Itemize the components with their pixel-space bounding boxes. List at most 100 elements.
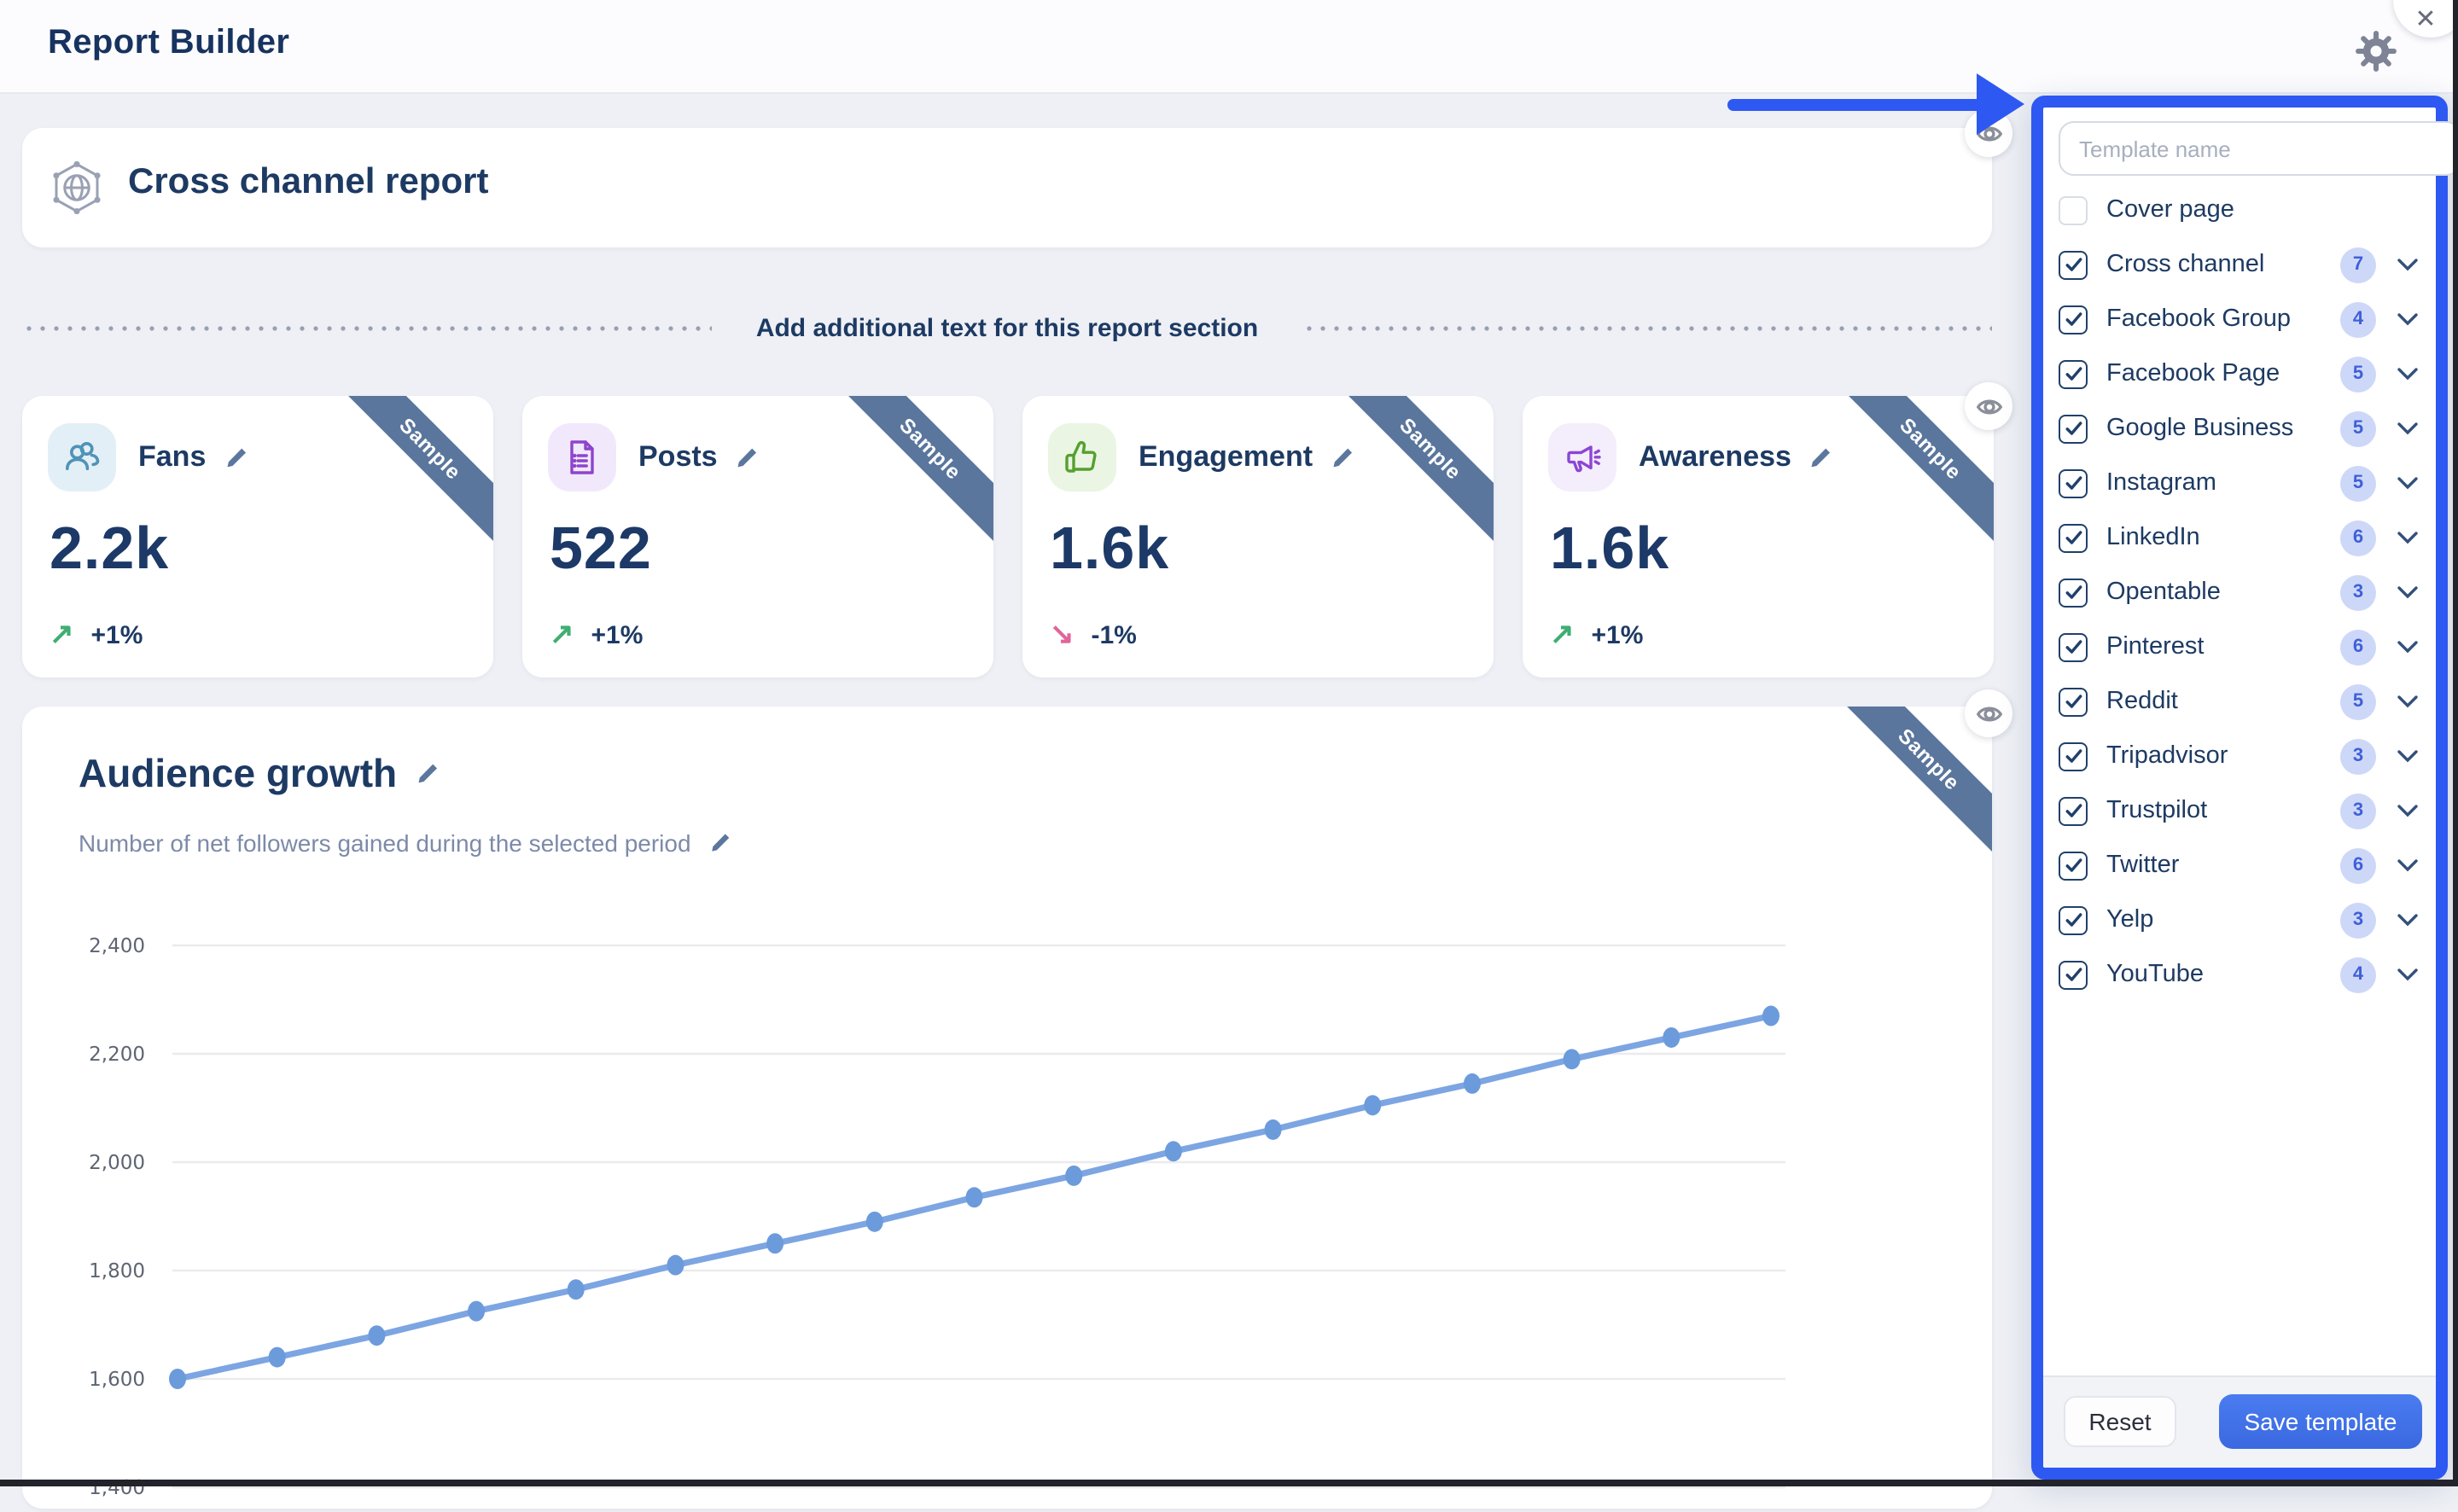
sample-ribbon: Sample — [1347, 396, 1494, 543]
chevron-down-icon[interactable] — [2397, 421, 2419, 436]
chart-subtitle: Number of net followers gained during th… — [79, 829, 691, 857]
chevron-down-icon[interactable] — [2397, 584, 2419, 600]
chevron-down-icon[interactable] — [2397, 257, 2419, 272]
channel-row-reddit[interactable]: Reddit 5 — [2059, 674, 2426, 729]
add-text-button[interactable]: Add additional text for this report sect… — [755, 313, 1259, 342]
channel-label: Facebook Page — [2106, 360, 2280, 387]
stat-card-title: Awareness — [1639, 440, 1791, 473]
annotation-arrow-head — [1977, 73, 2024, 135]
edit-stat-title-icon[interactable] — [1330, 445, 1355, 470]
stat-delta-value: +1% — [90, 620, 143, 649]
edit-stat-title-icon[interactable] — [1809, 445, 1834, 470]
stat-value: 522 — [550, 515, 652, 582]
channel-row-opentable[interactable]: Opentable 3 — [2059, 565, 2426, 619]
channel-checkbox[interactable] — [2059, 741, 2088, 771]
channel-checkbox[interactable] — [2059, 632, 2088, 661]
channel-label: Pinterest — [2106, 633, 2205, 660]
channel-row-trustpilot[interactable]: Trustpilot 3 — [2059, 783, 2426, 838]
chevron-down-icon[interactable] — [2397, 748, 2419, 764]
channel-checkbox[interactable] — [2059, 796, 2088, 825]
template-name-input[interactable] — [2059, 121, 2458, 176]
channel-checkbox[interactable] — [2059, 578, 2088, 607]
chevron-down-icon[interactable] — [2397, 639, 2419, 654]
channel-row-yelp[interactable]: Yelp 3 — [2059, 893, 2426, 947]
channel-checkbox[interactable] — [2059, 359, 2088, 388]
chevron-down-icon[interactable] — [2397, 530, 2419, 545]
chevron-down-icon[interactable] — [2397, 311, 2419, 327]
channel-checkbox[interactable] — [2059, 305, 2088, 334]
users-icon — [66, 442, 100, 470]
edit-stat-title-icon[interactable] — [735, 445, 760, 470]
channel-count-badge: 5 — [2340, 410, 2376, 446]
channel-count-badge: 6 — [2340, 847, 2376, 883]
stat-card-title: Posts — [638, 440, 718, 473]
thumbs-up-icon — [1065, 440, 1097, 473]
report-title: Cross channel report — [128, 162, 489, 201]
edit-chart-title-icon[interactable] — [414, 761, 440, 787]
trend-arrow-icon: ↘ — [1050, 618, 1075, 650]
chevron-down-icon[interactable] — [2397, 967, 2419, 982]
sample-ribbon: Sample — [347, 396, 493, 543]
chevron-down-icon[interactable] — [2397, 858, 2419, 873]
channel-row-facebook-page[interactable]: Facebook Page 5 — [2059, 346, 2426, 401]
channel-count-badge: 3 — [2340, 738, 2376, 774]
channel-row-cover-page[interactable]: Cover page — [2059, 183, 2426, 237]
stat-delta-value: -1% — [1091, 620, 1137, 649]
channel-checkbox[interactable] — [2059, 250, 2088, 279]
channel-row-twitter[interactable]: Twitter 6 — [2059, 838, 2426, 893]
panel-footer: Reset Save template — [2043, 1375, 2436, 1468]
channel-row-youtube[interactable]: YouTube 4 — [2059, 947, 2426, 1002]
channel-checkbox[interactable] — [2059, 905, 2088, 934]
visibility-toggle-audience-growth[interactable] — [1965, 689, 2012, 737]
channel-row-tripadvisor[interactable]: Tripadvisor 3 — [2059, 729, 2426, 783]
channel-checkbox[interactable] — [2059, 960, 2088, 989]
channel-checkbox[interactable] — [2059, 195, 2088, 224]
chevron-down-icon[interactable] — [2397, 475, 2419, 491]
chevron-down-icon[interactable] — [2397, 912, 2419, 928]
stat-delta: ↘ -1% — [1050, 618, 1137, 652]
divider-dotted-line — [1302, 325, 1992, 330]
channel-checkbox[interactable] — [2059, 523, 2088, 552]
visibility-toggle-stat-row[interactable] — [1965, 382, 2012, 430]
channel-count-badge: 5 — [2340, 356, 2376, 392]
edit-stat-title-icon[interactable] — [223, 445, 248, 470]
stat-card-fans: Sample Fans 2.2k ↗ +1% — [22, 396, 493, 677]
trend-arrow-icon: ↗ — [50, 618, 74, 650]
channel-label: Twitter — [2106, 852, 2180, 879]
channel-label: Cross channel — [2106, 251, 2265, 278]
channel-count-badge: 7 — [2340, 247, 2376, 282]
sample-ribbon: Sample — [847, 396, 993, 543]
channel-checkbox[interactable] — [2059, 414, 2088, 443]
settings-gear-icon[interactable] — [2354, 29, 2398, 73]
channel-count-badge: 6 — [2340, 629, 2376, 665]
channel-row-google-business[interactable]: Google Business 5 — [2059, 401, 2426, 456]
stat-card-title: Engagement — [1139, 440, 1313, 473]
save-template-button[interactable]: Save template — [2219, 1394, 2422, 1449]
channel-row-facebook-group[interactable]: Facebook Group 4 — [2059, 292, 2426, 346]
reset-button[interactable]: Reset — [2064, 1396, 2176, 1447]
stat-delta: ↗ +1% — [1550, 618, 1643, 652]
channel-label: Tripadvisor — [2106, 742, 2228, 770]
chevron-down-icon[interactable] — [2397, 694, 2419, 709]
stat-card-posts: Sample Posts 522 ↗ +1% — [522, 396, 993, 677]
channel-label: Facebook Group — [2106, 305, 2292, 333]
svg-text:2,200: 2,200 — [89, 1044, 145, 1066]
close-button[interactable]: ✕ — [2393, 0, 2458, 38]
close-icon: ✕ — [2414, 5, 2437, 34]
trend-arrow-icon: ↗ — [1550, 618, 1575, 650]
edit-chart-subtitle-icon[interactable] — [708, 831, 732, 855]
channel-row-instagram[interactable]: Instagram 5 — [2059, 456, 2426, 510]
svg-text:2,400: 2,400 — [89, 935, 145, 957]
channel-count-badge: 5 — [2340, 683, 2376, 719]
channel-checkbox[interactable] — [2059, 468, 2088, 497]
chevron-down-icon[interactable] — [2397, 803, 2419, 818]
network-globe-icon — [50, 160, 104, 224]
channel-row-linkedin[interactable]: LinkedIn 6 — [2059, 510, 2426, 565]
channel-row-pinterest[interactable]: Pinterest 6 — [2059, 619, 2426, 674]
channel-checkbox[interactable] — [2059, 851, 2088, 880]
chevron-down-icon[interactable] — [2397, 366, 2419, 381]
channel-count-badge: 5 — [2340, 465, 2376, 501]
channel-row-cross-channel[interactable]: Cross channel 7 — [2059, 237, 2426, 292]
channel-checkbox[interactable] — [2059, 687, 2088, 716]
